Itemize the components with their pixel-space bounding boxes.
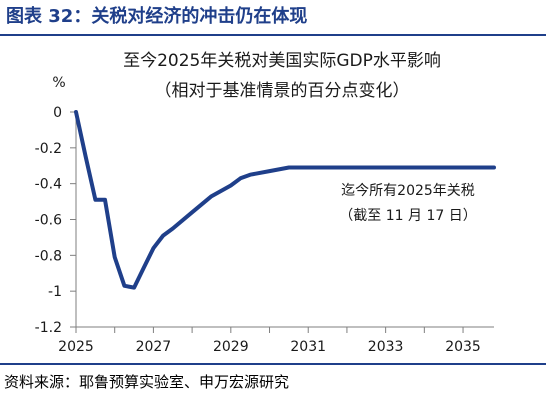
y-axis-unit: % [52,75,65,91]
chart-subtitle: （相对于基准情景的百分点变化） [155,81,410,101]
annotation-date: （截至 11 月 17 日） [339,208,476,224]
y-tick-label: -0.2 [35,141,62,157]
series-line [74,110,496,290]
x-tick-label: 2033 [368,339,404,355]
x-tick-label: 2025 [58,339,94,355]
chart-title: 至今2025年关税对美国实际GDP水平影响 [123,51,441,71]
annotation-label: 迄今所有2025年关税 [341,183,475,199]
y-tick-label: -0.4 [35,177,62,193]
y-tick-label: -1 [48,284,62,300]
source-note: 资料来源：耶鲁预算实验室、申万宏源研究 [4,373,290,391]
x-tick-label: 2029 [213,339,249,355]
y-tick-label: -0.6 [35,213,62,229]
figure-title: 图表 32：关税对经济的冲击仍在体现 [6,6,308,27]
x-tick-label: 2031 [290,339,326,355]
footer-rule [0,363,546,365]
y-tick-label: -0.8 [35,248,62,264]
y-tick-label: -1.2 [35,320,62,336]
x-tick-label: 2027 [136,339,172,355]
line-chart: 至今2025年关税对美国实际GDP水平影响 （相对于基准情景的百分点变化） % … [35,51,496,355]
y-tick-label: 0 [53,105,62,121]
x-tick-label: 2035 [445,339,481,355]
title-rule [0,34,546,36]
